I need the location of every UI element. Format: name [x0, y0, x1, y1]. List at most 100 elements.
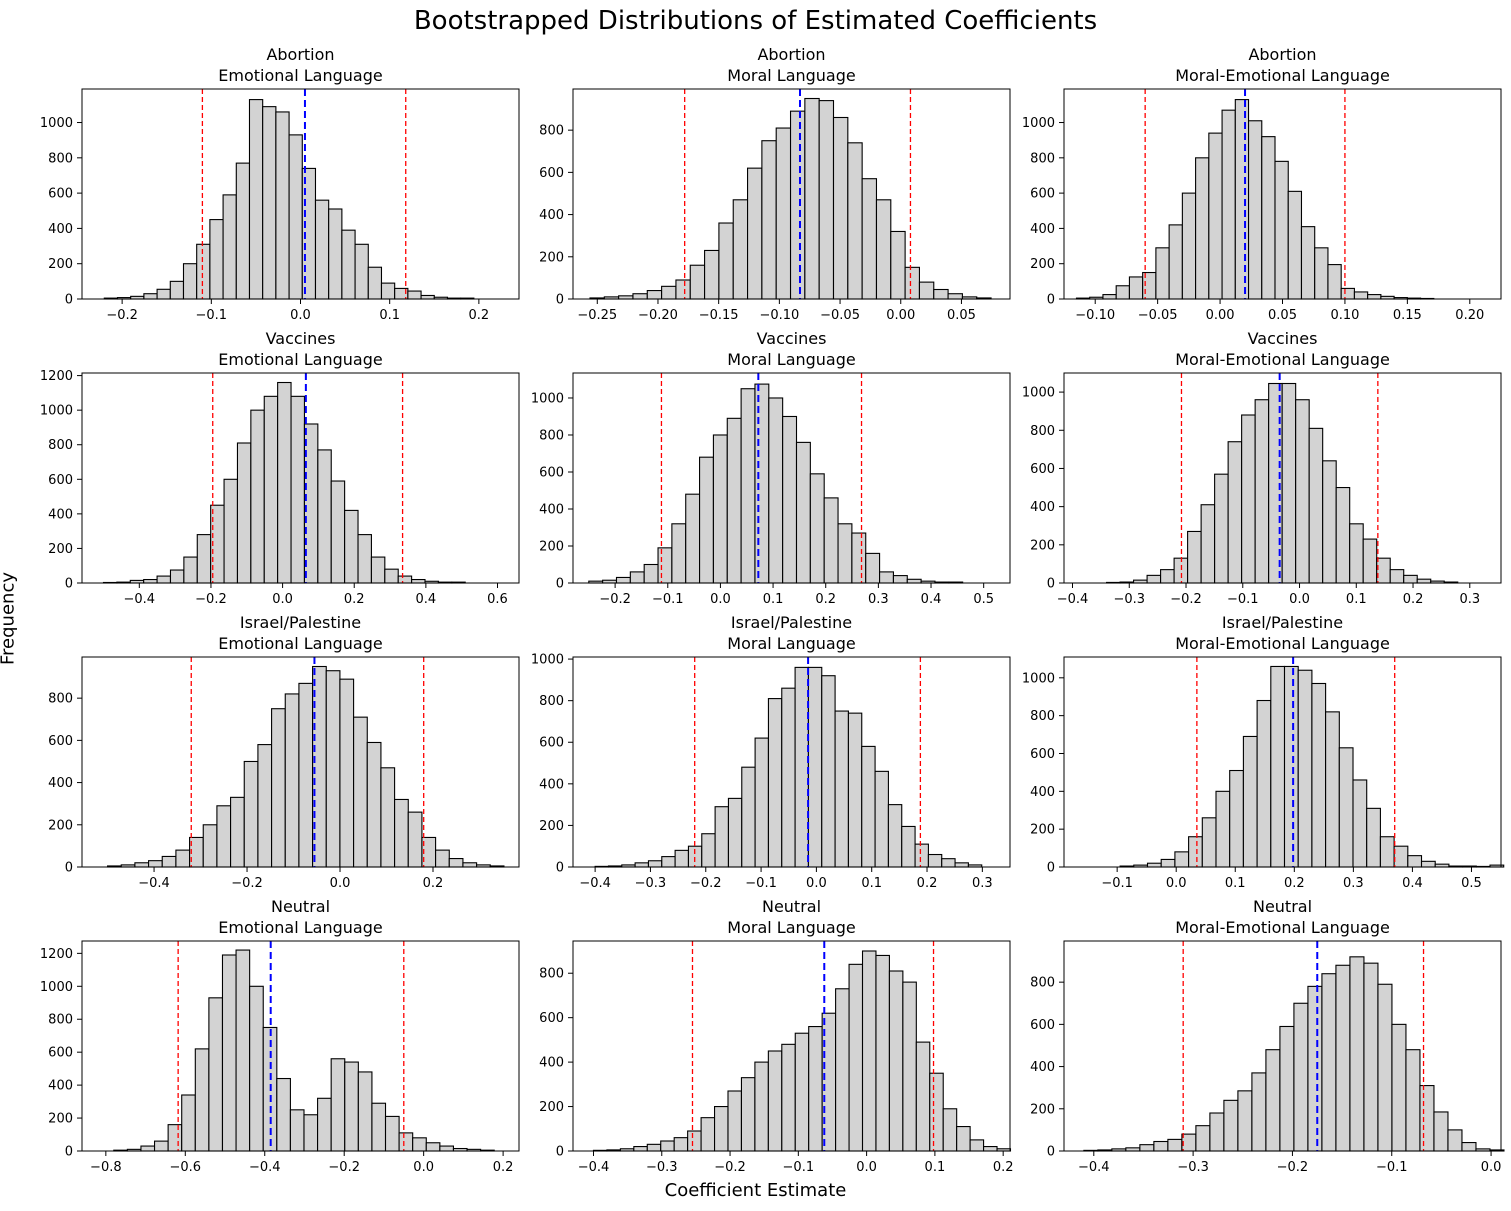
x-tick-label: −0.1 [745, 876, 777, 891]
histogram-bar [848, 963, 864, 1152]
histogram-bar [809, 473, 825, 584]
x-axis-label: Coefficient Estimate [664, 1180, 847, 1201]
y-tick-label: 600 [539, 465, 564, 480]
histogram-bar [927, 853, 943, 868]
histogram-bar [754, 737, 769, 868]
x-tick-label: 0.2 [493, 1160, 514, 1175]
histogram-bar [1308, 427, 1324, 584]
histogram-bar [887, 804, 903, 868]
histogram-bar [397, 575, 413, 584]
axes-frame [572, 372, 1011, 584]
histogram-bar [1461, 1142, 1477, 1152]
y-tick-label: 400 [1030, 785, 1055, 800]
histogram-bar [1366, 807, 1381, 868]
histogram-bar [161, 855, 177, 868]
histogram-bar [290, 395, 305, 584]
histogram-bar [339, 678, 355, 868]
histogram-bar [384, 1115, 400, 1152]
histogram-bar [1338, 747, 1354, 868]
x-tick-label: 0.3 [972, 876, 993, 891]
histogram-bar [1208, 132, 1223, 300]
histogram-bar [248, 99, 264, 300]
histogram-bar [1229, 769, 1244, 868]
histogram-bar [647, 860, 663, 868]
histogram-bar [435, 849, 450, 868]
histogram-bar [1393, 845, 1409, 868]
y-tick-label: 0 [1047, 293, 1055, 308]
histogram-bar [673, 1137, 689, 1152]
histogram-bar [747, 167, 763, 300]
histogram-bar [202, 824, 218, 868]
y-tick-label: 1000 [531, 653, 564, 668]
y-tick-label: 0 [65, 1145, 73, 1160]
histogram-bar [1181, 1133, 1197, 1152]
histogram-panel: Abortion Moral-Emotional Language −0.10 −0.… [1022, 45, 1502, 323]
x-tick-label: 0.10 [1330, 308, 1359, 323]
histogram-bar [660, 1140, 675, 1152]
histogram-bar [182, 263, 198, 300]
histogram-bar [314, 199, 330, 300]
histogram-bar [325, 670, 341, 868]
x-tick-label: 0.0 [272, 592, 293, 607]
y-tick-label: 1200 [40, 369, 73, 384]
histogram-bar [277, 381, 292, 584]
histogram-bar [134, 862, 150, 868]
histogram-bar [781, 1043, 796, 1152]
histogram-bar [1139, 1144, 1155, 1152]
histogram-bar [317, 1097, 332, 1152]
histogram-bar [726, 417, 742, 584]
histogram-bar [906, 578, 922, 584]
histogram-bar [303, 423, 319, 584]
x-tick-label: −0.3 [1113, 592, 1145, 607]
y-tick-label: 600 [48, 187, 73, 202]
x-tick-label: −0.2 [231, 876, 263, 891]
x-tick-label: 0.2 [344, 592, 365, 607]
histogram-bar [901, 825, 916, 868]
x-tick-label: −0.1 [196, 308, 228, 323]
panel-title-topic: Israel/Palestine [1222, 613, 1343, 632]
y-tick-label: 400 [48, 507, 73, 522]
y-tick-label: 1000 [1022, 116, 1055, 131]
histogram-bar [249, 985, 264, 1152]
histogram-bar [794, 1032, 810, 1152]
histogram-bar [235, 162, 251, 300]
histogram-panel: Vaccines Emotional Language −0.4 −0.2 0.0 0.2… [40, 329, 520, 607]
y-tick-label: 0 [65, 861, 73, 876]
x-tick-label: 0.2 [1403, 592, 1424, 607]
histogram-bar [661, 856, 676, 868]
panel-title-language: Emotional Language [218, 350, 382, 369]
x-tick-label: 0.2 [917, 876, 938, 891]
histogram-bar [371, 1102, 387, 1152]
histogram-bar [727, 1090, 742, 1152]
axes-frame [572, 656, 1011, 868]
panel-title-language: Moral-Emotional Language [1175, 350, 1390, 369]
x-tick-label: −0.2 [1170, 592, 1202, 607]
x-tick-label: 0.2 [993, 1160, 1014, 1175]
x-tick-label: 0.05 [947, 308, 976, 323]
histogram-bar [761, 140, 777, 300]
histogram-bar [1327, 264, 1342, 300]
x-tick-label: −0.1 [1227, 592, 1259, 607]
x-tick-label: −0.2 [714, 1160, 746, 1175]
histogram-bar [1261, 136, 1276, 300]
y-tick-label: 400 [1030, 500, 1055, 515]
histogram-bar [874, 770, 889, 868]
x-tick-label: 0.0 [413, 1160, 434, 1175]
x-tick-label: −0.8 [90, 1160, 122, 1175]
y-tick-label: 800 [48, 1013, 73, 1028]
histogram-bar [661, 285, 677, 300]
x-tick-label: 0.00 [886, 308, 915, 323]
histogram-bar [167, 1124, 183, 1152]
y-tick-label: 600 [539, 166, 564, 181]
histogram-panel: Neutral Emotional Language −0.8 −0.6 −0.4 −0.… [40, 897, 520, 1175]
axes-frame [1063, 940, 1502, 1152]
histogram-bar [1155, 247, 1170, 300]
x-tick-label: 0.1 [1225, 876, 1246, 891]
histogram-bar [704, 249, 720, 300]
x-tick-label: 0.6 [487, 592, 508, 607]
y-tick-label: 600 [1030, 187, 1055, 202]
y-tick-label: 600 [48, 473, 73, 488]
figure-title: Bootstrapped Distributions of Estimated … [413, 6, 1098, 36]
histogram-bar [615, 576, 631, 584]
histogram-bar [439, 1145, 455, 1152]
